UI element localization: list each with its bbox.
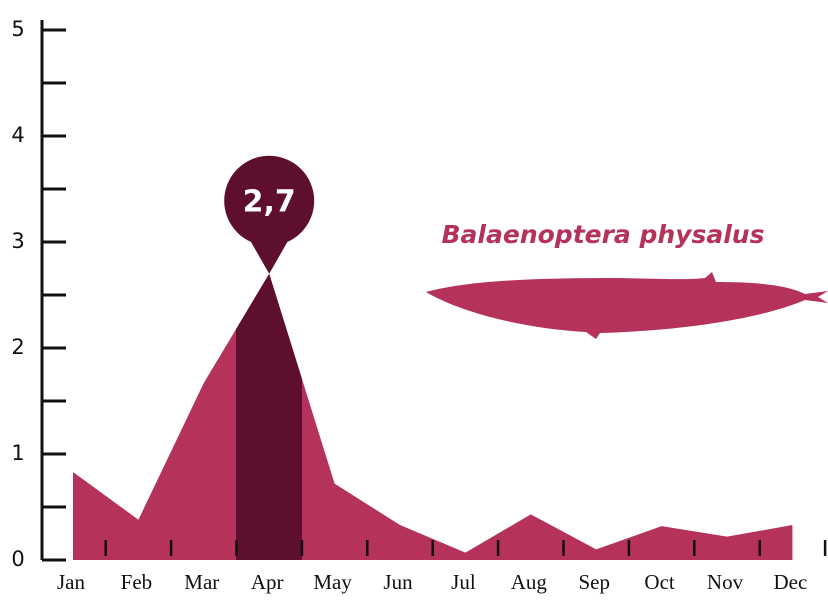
x-tick-label: Feb xyxy=(121,570,153,594)
whale-silhouette xyxy=(426,272,828,339)
x-tick-label: Jan xyxy=(57,570,85,594)
x-tick-label: Jun xyxy=(383,570,413,594)
x-tick-label: Nov xyxy=(707,570,744,594)
y-tick-label: 3 xyxy=(11,229,24,253)
value-label: 2,7 xyxy=(243,184,296,219)
x-tick-label: Jul xyxy=(451,570,476,594)
x-tick-label: Oct xyxy=(644,570,674,594)
x-tick-label: Mar xyxy=(184,570,219,594)
x-tick-label: Apr xyxy=(251,570,284,594)
highlight-band xyxy=(236,273,302,560)
species-label: Balaenoptera physalus xyxy=(442,220,765,249)
x-tick-label: Dec xyxy=(773,570,807,594)
y-tick-label: 1 xyxy=(11,441,24,465)
y-tick-label: 4 xyxy=(11,123,24,147)
plot-area xyxy=(73,273,793,560)
x-tick-label: Aug xyxy=(511,570,548,594)
y-tick-label: 5 xyxy=(11,17,24,41)
value-pin xyxy=(249,238,290,274)
y-tick-label: 0 xyxy=(11,547,24,571)
y-tick-label: 2 xyxy=(11,335,24,359)
value-pin-head xyxy=(224,155,315,246)
x-tick-label: May xyxy=(313,570,352,594)
x-tick-label: Sep xyxy=(578,570,610,594)
